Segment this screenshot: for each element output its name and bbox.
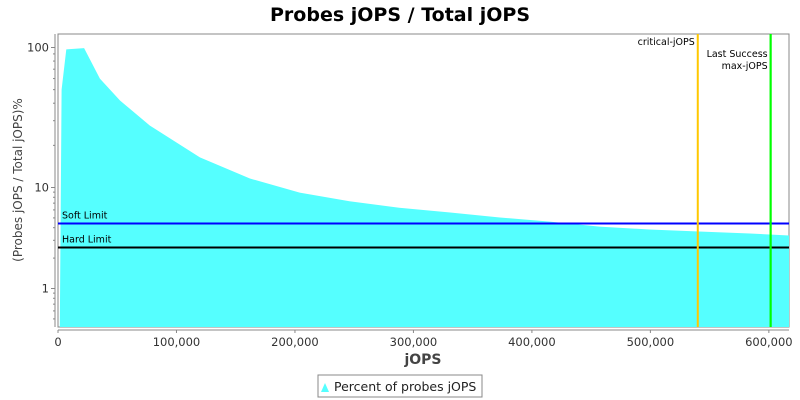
x-tick-label-6: 600,000 xyxy=(745,335,793,349)
plot-area: Soft Limit Hard Limit critical-jOPS Last Su… xyxy=(27,33,793,349)
x-axis-label: jOPS xyxy=(403,352,441,368)
marker-label-0: critical-jOPS xyxy=(638,37,695,48)
x-tick-label-5: 500,000 xyxy=(627,335,675,349)
chart-title: Probes jOPS / Total jOPS xyxy=(270,4,530,26)
x-tick-label-1: 100,000 xyxy=(153,335,201,349)
legend-label: Percent of probes jOPS xyxy=(334,379,476,394)
limit-label-1: Hard Limit xyxy=(62,234,112,245)
legend-swatch xyxy=(321,383,329,392)
limit-label-0: Soft Limit xyxy=(62,211,108,222)
y-tick-label-0: 1 xyxy=(42,282,49,296)
x-tick-label-0: 0 xyxy=(54,335,61,349)
x-tick-label-3: 300,000 xyxy=(390,335,438,349)
series-area xyxy=(59,48,789,327)
x-tick-label-4: 400,000 xyxy=(508,335,556,349)
y-tick-label-2: 100 xyxy=(27,41,49,55)
y-axis-label: (Probes jOPS / Total jOPS)% xyxy=(11,98,25,262)
x-tick-label-2: 200,000 xyxy=(271,335,319,349)
legend: Percent of probes jOPS xyxy=(317,374,483,398)
y-tick-label-1: 10 xyxy=(34,181,49,195)
marker-label-2: max-jOPS xyxy=(722,61,768,72)
marker-label-1: Last Success xyxy=(707,49,768,60)
